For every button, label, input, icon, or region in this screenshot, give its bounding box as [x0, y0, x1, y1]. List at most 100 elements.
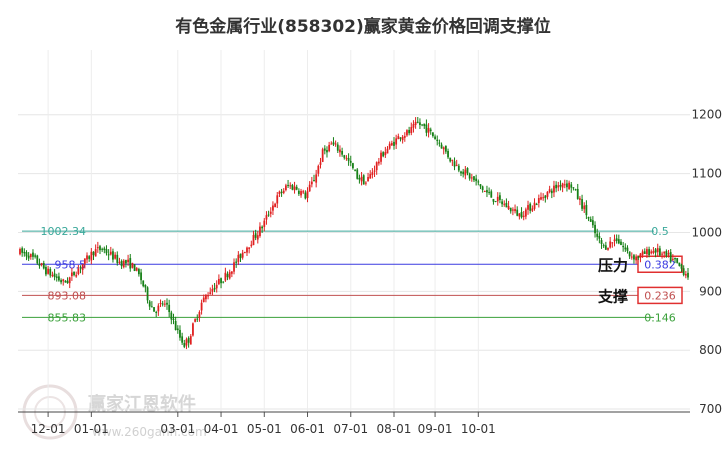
candle-body-180 [408, 129, 411, 134]
candle-body-267 [596, 233, 599, 237]
candle-body-36 [96, 247, 99, 249]
candle-body-146 [334, 143, 337, 145]
candle-body-279 [622, 245, 625, 248]
candle-body-54 [135, 268, 138, 271]
candle-body-301 [669, 252, 672, 262]
candle-body-233 [522, 215, 525, 217]
candle-body-38 [101, 248, 104, 250]
candle-body-175 [397, 136, 400, 140]
candle-body-214 [481, 186, 484, 190]
candle-body-302 [671, 258, 674, 260]
candle-body-231 [518, 213, 521, 217]
candle-body-13 [47, 268, 50, 274]
candle-body-53 [133, 264, 136, 272]
candle-body-113 [263, 220, 266, 227]
candle-body-208 [468, 173, 471, 179]
candle-body-42 [109, 251, 112, 255]
candle-body-20 [62, 279, 65, 282]
candle-body-86 [205, 295, 207, 300]
candle-body-187 [423, 123, 426, 127]
candle-body-72 [174, 321, 177, 330]
candle-body-307 [682, 268, 685, 275]
candle-body-134 [308, 184, 311, 192]
candle-body-215 [483, 191, 486, 193]
candle-body-131 [302, 191, 305, 193]
candle-body-63 [155, 312, 158, 314]
candle-body-50 [127, 259, 129, 263]
candle-body-217 [488, 191, 491, 193]
candle-body-184 [416, 121, 419, 123]
candle-body-7 [34, 255, 37, 257]
candle-body-138 [317, 165, 320, 174]
candle-body-255 [570, 184, 573, 188]
candle-body-192 [434, 136, 436, 140]
candle-body-204 [460, 171, 462, 174]
candle-body-60 [148, 301, 151, 307]
candle-body-273 [609, 241, 612, 248]
candle-body-16 [53, 273, 56, 277]
candle-body-216 [486, 190, 488, 193]
candle-body-287 [639, 253, 642, 258]
candle-body-15 [51, 274, 54, 277]
candle-body-56 [140, 272, 142, 281]
candle-body-14 [49, 269, 52, 276]
candle-body-48 [122, 260, 125, 268]
candle-body-4 [27, 255, 30, 259]
candle-body-157 [358, 177, 361, 180]
candle-body-164 [373, 170, 376, 172]
candle-body-295 [656, 248, 659, 253]
candle-body-69 [168, 304, 171, 313]
candle-body-290 [646, 249, 648, 255]
candle-body-300 [667, 253, 670, 255]
candle-body-104 [243, 252, 246, 254]
candle-body-258 [576, 188, 579, 199]
candle-body-1 [21, 248, 24, 253]
candle-body-118 [274, 203, 276, 208]
candle-body-183 [414, 121, 417, 126]
candle-body-298 [663, 251, 666, 254]
candle-body-106 [248, 247, 251, 249]
candle-body-280 [624, 247, 627, 250]
candle-body-76 [183, 343, 186, 347]
candle-body-26 [75, 274, 78, 277]
candle-body-189 [427, 127, 430, 133]
candle-body-308 [684, 273, 687, 276]
candle-body-22 [66, 280, 69, 284]
candle-body-114 [265, 215, 268, 220]
candle-body-278 [620, 241, 622, 245]
candle-body-250 [559, 184, 562, 187]
candle-body-116 [269, 211, 272, 214]
x-tick-label-10-01: 10-01 [461, 422, 496, 436]
candle-body-91 [215, 284, 218, 289]
candle-body-105 [246, 247, 248, 253]
level-price-label-3: 855.83 [48, 311, 87, 324]
support-resistance-levels: 1002.34 0.5 958.5 0.382 893.08 0.236 855.83 0.1… [22, 225, 683, 324]
candle-body-190 [429, 129, 432, 132]
candle-body-31 [86, 255, 88, 260]
candle-body-123 [285, 185, 287, 191]
candle-body-78 [187, 337, 190, 343]
candle-body-159 [362, 175, 365, 185]
candle-body-185 [419, 122, 421, 126]
candle-body-128 [295, 186, 298, 190]
candle-body-165 [375, 162, 378, 171]
candle-body-144 [330, 143, 333, 145]
candle-body-135 [310, 181, 313, 185]
candle-body-141 [323, 148, 326, 151]
candle-body-245 [548, 189, 551, 192]
candle-body-303 [674, 257, 676, 260]
candle-body-266 [594, 224, 596, 234]
candle-body-194 [438, 142, 441, 144]
candle-body-142 [326, 150, 328, 153]
candle-body-40 [105, 249, 108, 254]
candle-body-166 [377, 161, 380, 164]
candle-body-27 [77, 268, 80, 274]
candle-body-226 [507, 206, 510, 209]
candle-body-260 [581, 199, 583, 209]
candle-body-62 [153, 307, 155, 312]
candle-body-289 [643, 251, 646, 254]
candle-body-224 [503, 203, 506, 205]
candle-body-83 [198, 312, 201, 318]
candle-body-79 [189, 336, 192, 345]
level-ratio-label-2: 0.236 [644, 289, 676, 302]
